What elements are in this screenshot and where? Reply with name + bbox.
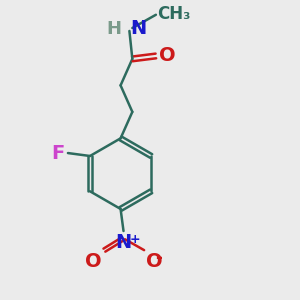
Text: N: N xyxy=(116,233,132,252)
Text: O: O xyxy=(146,252,162,271)
Text: O: O xyxy=(159,46,176,65)
Text: CH₃: CH₃ xyxy=(158,5,191,23)
Text: -: - xyxy=(155,249,162,267)
Text: N: N xyxy=(130,19,146,38)
Text: H: H xyxy=(106,20,121,38)
Text: O: O xyxy=(85,252,102,271)
Text: +: + xyxy=(130,233,141,246)
Text: F: F xyxy=(52,144,65,163)
